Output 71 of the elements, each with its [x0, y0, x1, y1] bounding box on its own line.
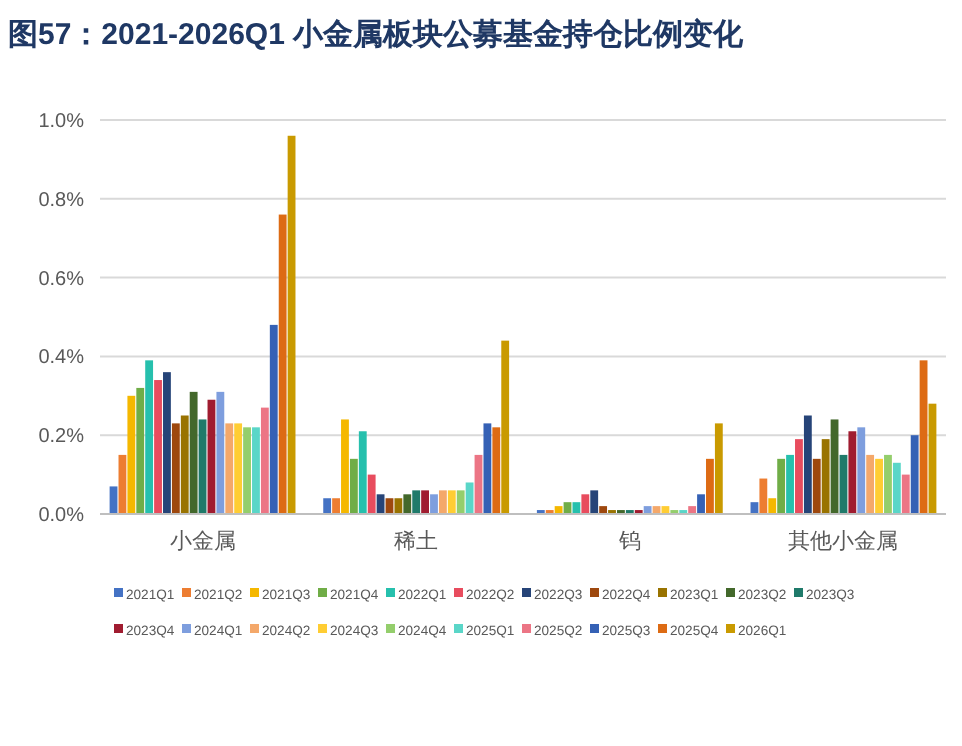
chart-title: 图57：2021-2026Q1 小金属板块公募基金持仓比例变化: [8, 16, 746, 52]
bar: [599, 506, 608, 514]
bar: [786, 454, 794, 514]
bar: [341, 419, 349, 514]
bar: [243, 427, 251, 514]
bar: [501, 340, 510, 514]
bar: [456, 490, 465, 514]
bar: [590, 490, 599, 514]
bar: [572, 502, 581, 514]
bar: [421, 490, 429, 514]
bar: [884, 454, 892, 514]
x-tick-label: 其他小金属: [788, 528, 899, 554]
bar: [866, 454, 875, 514]
y-tick-label: 1.0%: [38, 111, 85, 133]
bar: [848, 431, 857, 514]
bar: [812, 458, 821, 514]
bar: [269, 324, 278, 514]
bar: [171, 423, 180, 514]
bar: [216, 391, 225, 514]
bar: [768, 498, 777, 514]
bar: [857, 427, 866, 514]
bar: [875, 458, 883, 514]
bar: [714, 423, 723, 514]
x-tick-label: 钨: [616, 530, 641, 554]
bar: [759, 478, 768, 514]
y-tick-label: 0.2%: [38, 426, 85, 449]
bar: [697, 494, 705, 514]
x-tick-label: 小金属: [169, 528, 236, 554]
bar: [234, 423, 243, 514]
bar: [154, 380, 162, 514]
bar: [323, 498, 332, 514]
bar: [483, 423, 492, 514]
bar: [225, 423, 234, 514]
bar: [332, 498, 340, 514]
bar: [892, 462, 901, 514]
bar: [581, 494, 590, 514]
bar: [252, 427, 260, 514]
bar: [349, 458, 358, 514]
bar: [706, 458, 714, 514]
bar: [394, 498, 403, 514]
bar: [821, 439, 830, 514]
bar: [145, 360, 154, 514]
bar: [910, 435, 919, 514]
bar: [180, 415, 189, 514]
y-tick-label: 0.0%: [38, 505, 85, 527]
bar: [492, 427, 501, 514]
bar: [278, 214, 287, 514]
bar: [358, 431, 367, 514]
bar: [438, 490, 447, 514]
x-tick-label: 稀土: [394, 528, 439, 554]
bar: [901, 474, 910, 514]
bar: [643, 506, 652, 514]
bar: [803, 415, 812, 514]
bar: [465, 482, 474, 514]
y-tick-label: 0.4%: [38, 347, 85, 370]
bar: [403, 494, 412, 514]
bar: [189, 391, 198, 514]
bar: [688, 506, 697, 514]
bar: [554, 506, 563, 514]
bar: [795, 439, 803, 514]
bar: [412, 490, 421, 514]
y-tick-label: 0.8%: [38, 189, 85, 212]
bar: [260, 407, 269, 514]
bar: [447, 490, 456, 514]
bar: [127, 395, 136, 514]
bar: [430, 494, 438, 514]
bar: [777, 458, 786, 514]
y-tick-label: 0.6%: [38, 268, 85, 291]
bar: [163, 372, 171, 514]
bar: [136, 387, 145, 514]
bar: [367, 474, 376, 514]
